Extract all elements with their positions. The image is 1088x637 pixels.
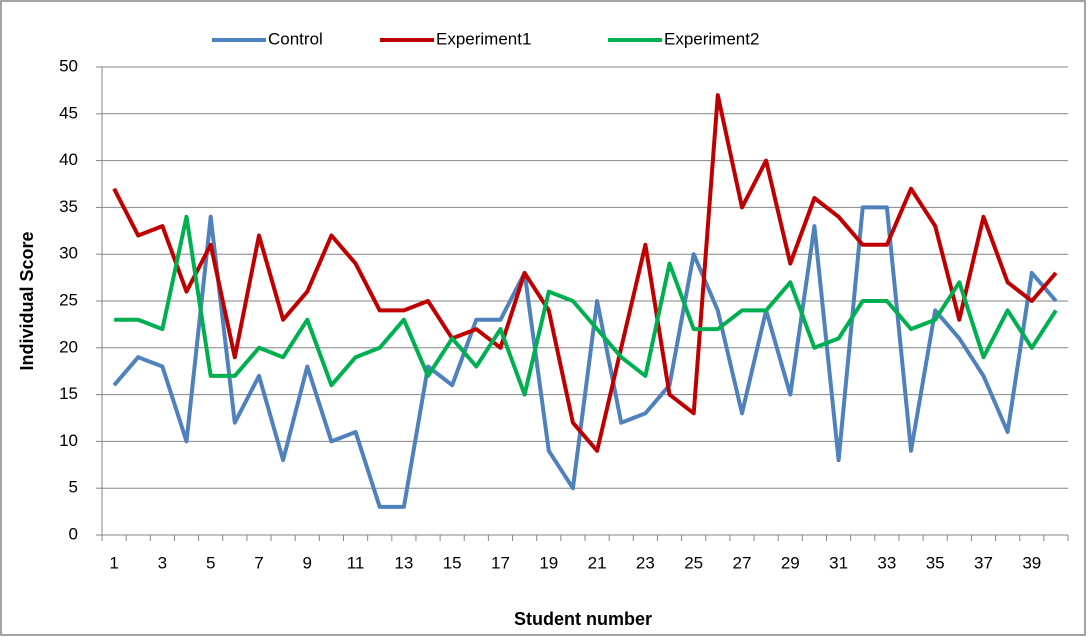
x-tick-label: 7 bbox=[254, 553, 263, 572]
x-tick-label: 17 bbox=[491, 553, 510, 572]
x-tick-label: 37 bbox=[974, 553, 993, 572]
x-tick-label: 23 bbox=[636, 553, 655, 572]
legend-label: Control bbox=[268, 29, 323, 48]
y-tick-label: 0 bbox=[69, 524, 78, 543]
x-tick-label: 25 bbox=[684, 553, 703, 572]
x-tick-label: 35 bbox=[926, 553, 945, 572]
legend-label: Experiment2 bbox=[664, 29, 759, 48]
y-tick-label: 30 bbox=[59, 244, 78, 263]
x-tick-label: 19 bbox=[539, 553, 558, 572]
legend-label: Experiment1 bbox=[436, 29, 531, 48]
y-tick-label: 40 bbox=[59, 150, 78, 169]
y-tick-label: 25 bbox=[59, 290, 78, 309]
x-tick-label: 3 bbox=[158, 553, 167, 572]
x-tick-label: 1 bbox=[109, 553, 118, 572]
x-tick-label: 9 bbox=[303, 553, 312, 572]
x-tick-label: 5 bbox=[206, 553, 215, 572]
x-tick-label: 31 bbox=[829, 553, 848, 572]
line-series bbox=[114, 214, 1058, 397]
x-tick-label: 21 bbox=[588, 553, 607, 572]
x-tick-label: 13 bbox=[394, 553, 413, 572]
y-tick-label: 15 bbox=[59, 384, 78, 403]
x-axis-title: Student number bbox=[514, 609, 652, 629]
y-tick-label: 20 bbox=[59, 337, 78, 356]
y-tick-label: 10 bbox=[59, 431, 78, 450]
x-tick-label: 29 bbox=[781, 553, 800, 572]
x-tick-label: 15 bbox=[443, 553, 462, 572]
y-tick-label: 45 bbox=[59, 103, 78, 122]
y-axis-title: Individual Score bbox=[17, 231, 37, 370]
x-tick-label: 11 bbox=[347, 553, 365, 572]
line-series bbox=[112, 205, 1058, 509]
y-tick-label: 50 bbox=[59, 56, 78, 75]
x-tick-label: 27 bbox=[733, 553, 752, 572]
line-series bbox=[112, 93, 1058, 453]
y-tick-label: 35 bbox=[59, 197, 78, 216]
x-tick-label: 39 bbox=[1022, 553, 1041, 572]
y-tick-label: 5 bbox=[69, 478, 78, 497]
x-tick-label: 33 bbox=[877, 553, 896, 572]
